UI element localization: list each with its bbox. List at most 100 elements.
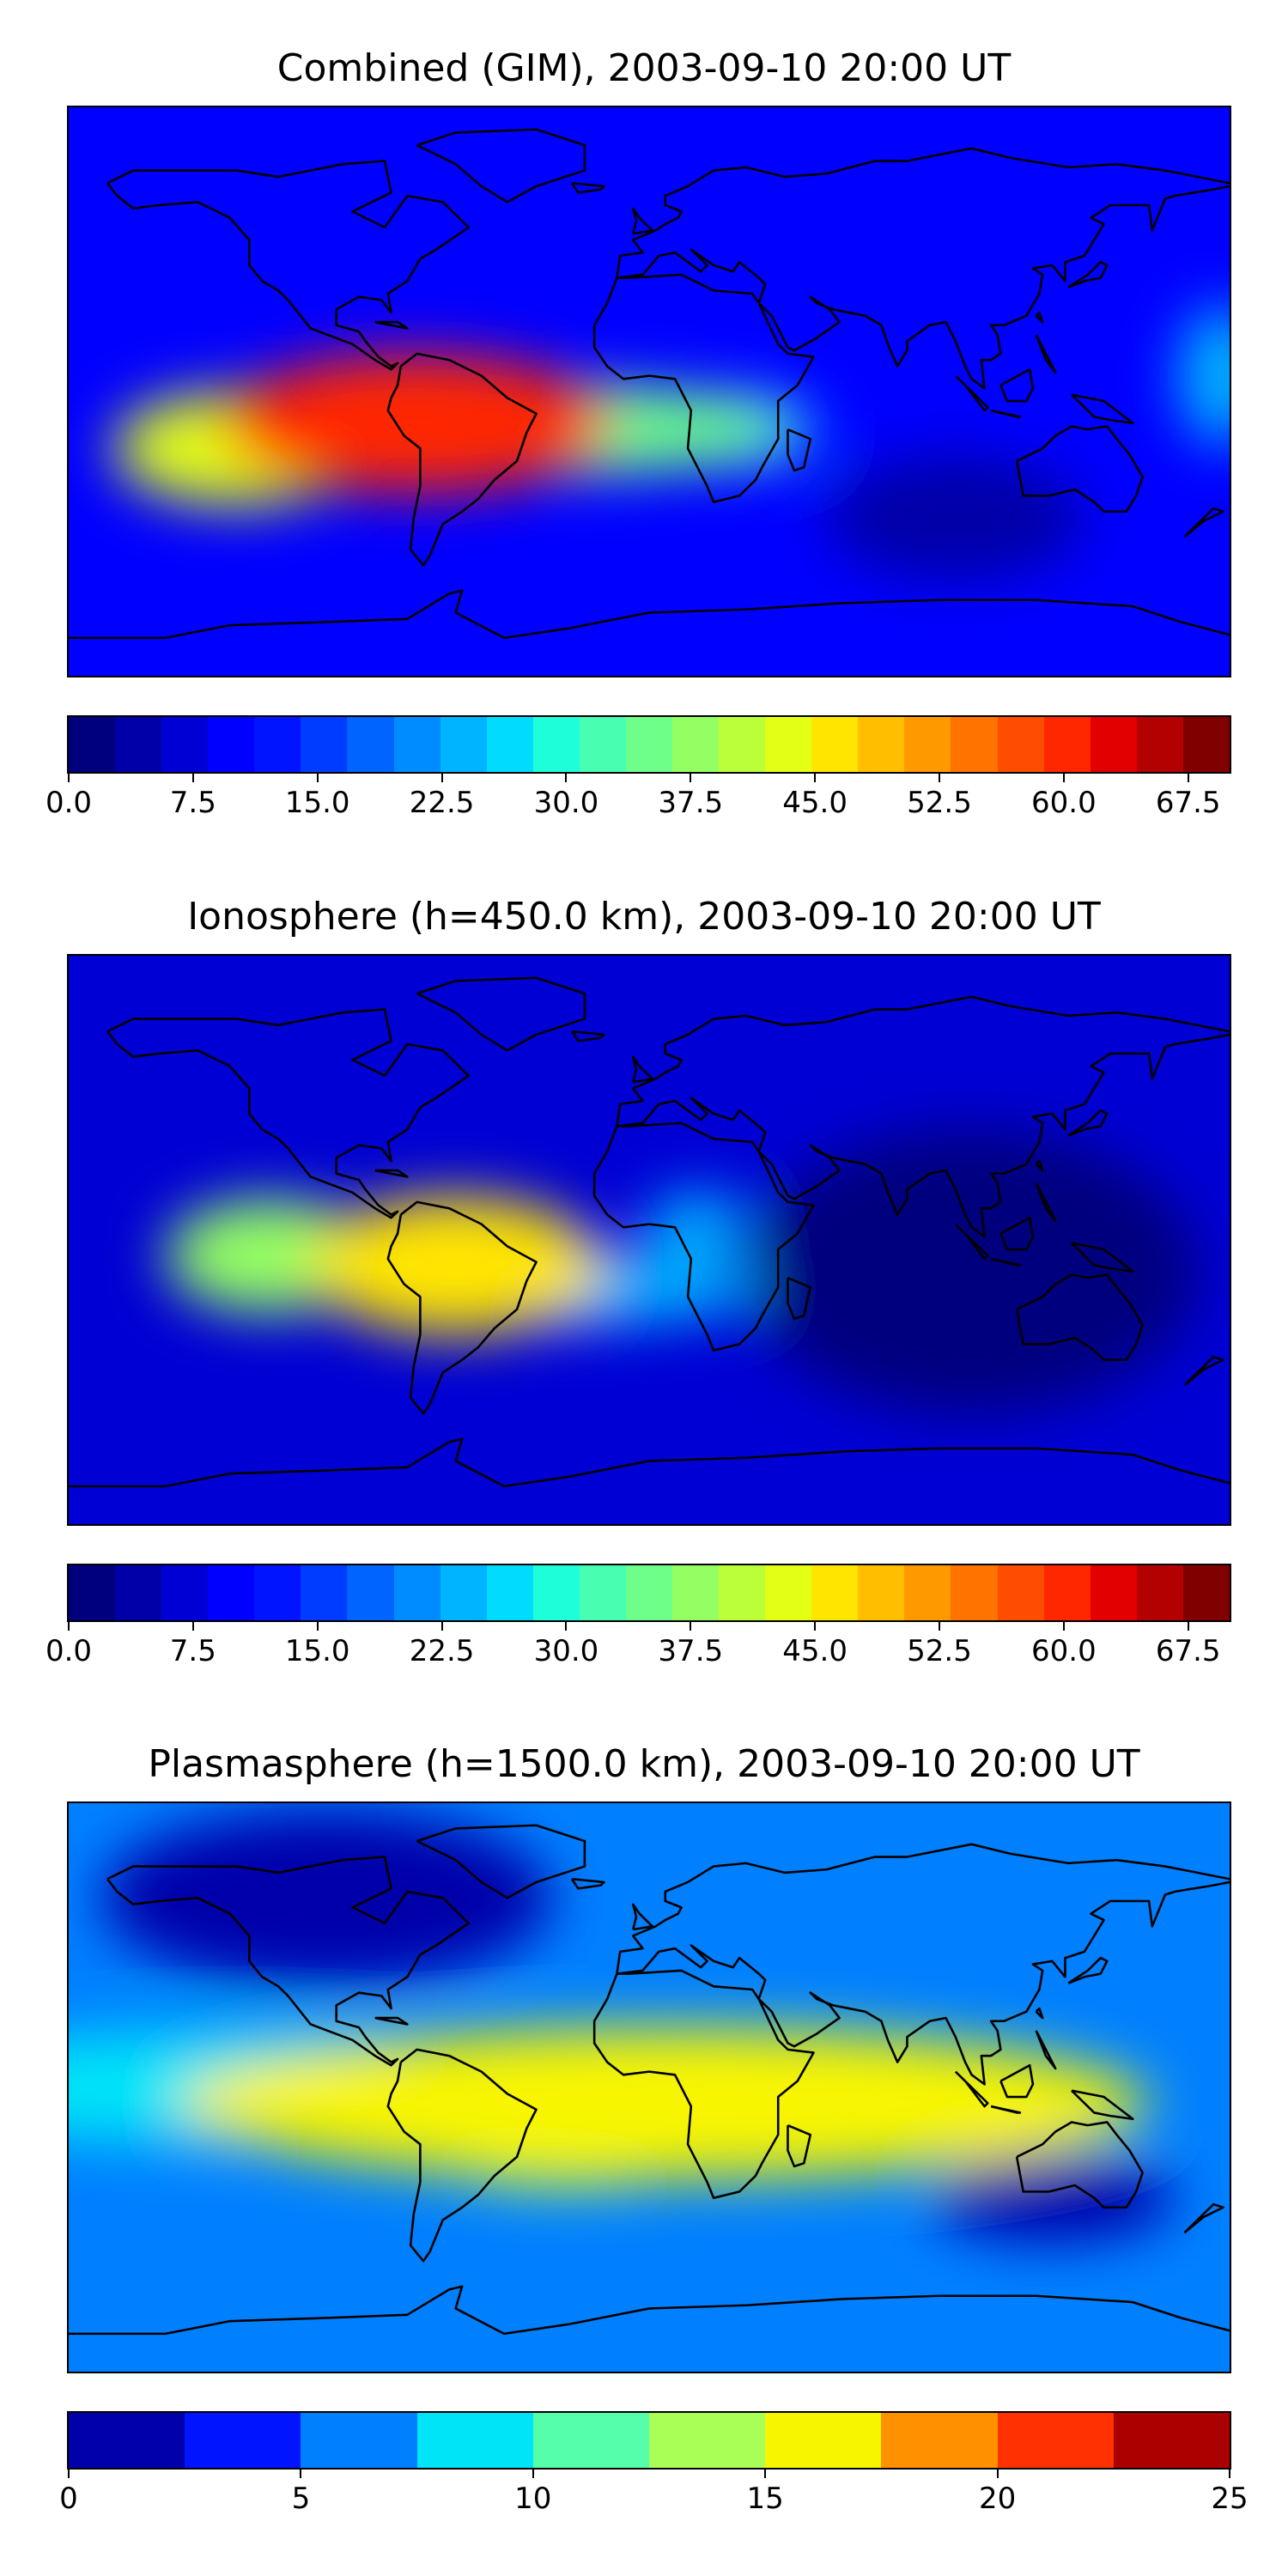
tick-label: 67.5: [1155, 1634, 1221, 1668]
coastline: [1071, 2089, 1134, 2121]
coastline: [787, 2123, 812, 2168]
coastline: [386, 352, 538, 567]
tick-mark: [565, 1620, 568, 1631]
coastline: [592, 273, 815, 504]
coastline: [954, 374, 989, 412]
colorbar-segment: [161, 717, 209, 772]
field-feature: [646, 1192, 750, 1256]
field-feature: [745, 1129, 1198, 1414]
tick-label: 37.5: [658, 1634, 724, 1668]
colorbar-segment: [347, 1565, 394, 1620]
tick-mark: [764, 2468, 767, 2478]
tick-label: 60.0: [1030, 1634, 1097, 1668]
colorbar-segment: [649, 2413, 766, 2468]
colorbar-segment: [997, 717, 1044, 772]
coastline: [954, 2070, 989, 2108]
coastline: [616, 1843, 1230, 1974]
coastline: [1067, 260, 1109, 289]
coastline: [954, 1223, 989, 1261]
coastline: [416, 1824, 586, 1899]
tec-field-svg: [69, 956, 1230, 1524]
chart-title: Ionosphere (h=450.0 km), 2003-09-10 20:0…: [187, 895, 1101, 939]
tick-label: 22.5: [409, 1634, 475, 1668]
tick-label: 60.0: [1030, 786, 1097, 820]
chart-title: Combined (GIM), 2003-09-10 20:00 UT: [276, 46, 1012, 90]
coastline: [999, 2063, 1035, 2099]
colorbar-segment: [393, 1565, 440, 1620]
field-feature: [310, 1195, 601, 1335]
coastline: [1183, 2202, 1224, 2234]
coastline: [616, 147, 1230, 278]
colorbar-segment: [416, 2413, 533, 2468]
colorbar: [67, 715, 1231, 774]
tick-mark: [690, 1620, 692, 1631]
tec-field-svg: [69, 107, 1230, 676]
coastline: [999, 1216, 1035, 1251]
colorbar-segment: [765, 1565, 812, 1620]
coastline: [592, 1969, 815, 2200]
tick-mark: [191, 1620, 194, 1631]
colorbar-segment: [811, 1565, 859, 1620]
coastline: [1035, 1159, 1044, 1172]
colorbar-segment: [951, 717, 998, 772]
tick-label: 22.5: [409, 786, 475, 820]
tick-label: 30.0: [533, 1634, 599, 1668]
colorbar-segment: [1136, 717, 1183, 772]
tick-mark: [1187, 1620, 1189, 1631]
tick-label: 45.0: [782, 1634, 848, 1668]
tick-label: 0.0: [45, 1634, 93, 1668]
coastline: [1071, 1242, 1134, 1273]
field-feature: [929, 2154, 1176, 2243]
colorbar-segment: [997, 1565, 1044, 1620]
tick-label: 52.5: [907, 786, 972, 820]
coastline: [592, 1121, 815, 1352]
coastline: [570, 1030, 605, 1042]
coastline: [631, 1903, 654, 1931]
chart-title: Plasmasphere (h=1500.0 km), 2003-09-10 2…: [148, 1742, 1140, 1786]
coastline: [106, 1856, 470, 2067]
coastline: [631, 207, 654, 235]
coastline: [69, 2285, 1230, 2336]
coastline: [69, 1437, 1230, 1488]
tick-mark: [440, 1620, 443, 1631]
colorbar-segment: [532, 1565, 580, 1620]
tec-field-svg: [69, 1803, 1230, 2372]
coastline: [617, 1033, 1230, 1238]
colorbar-segment: [161, 1565, 209, 1620]
tick-label: 20: [978, 2482, 1017, 2516]
coastline: [1035, 311, 1044, 324]
colorbar-segment: [672, 717, 720, 772]
colorbar-segment: [301, 2413, 417, 2468]
tick-label: 15.0: [284, 786, 350, 820]
tick-mark: [814, 772, 817, 782]
tec-map: [67, 1801, 1231, 2373]
field-feature: [826, 454, 1084, 581]
colorbar-segment: [69, 2413, 185, 2468]
tick-mark: [316, 1620, 319, 1631]
colorbar-segment: [440, 717, 487, 772]
tick-mark: [68, 2468, 70, 2478]
colorbar-segment: [301, 717, 348, 772]
colorbar-segment: [69, 717, 116, 772]
tick-label: 0: [59, 2482, 78, 2516]
coastline: [386, 1200, 538, 1415]
colorbar-segment: [486, 717, 533, 772]
coastlines: [69, 1824, 1230, 2336]
colorbar-segment: [765, 2413, 882, 2468]
field-feature: [100, 1809, 553, 1987]
coastline: [416, 976, 586, 1052]
tick-label: 37.5: [658, 786, 724, 820]
tick-label: 67.5: [1155, 786, 1221, 820]
colorbar-ticks: 0.0 7.5 15.0 22.5 30.0 37.5 45.0 52.5 60.0 67.5: [46, 772, 1231, 823]
coastlines: [69, 128, 1230, 640]
tick-mark: [316, 772, 319, 782]
tick-mark: [939, 1620, 940, 1631]
tick-mark: [1062, 772, 1065, 782]
colorbar-segment: [1090, 1565, 1137, 1620]
tick-mark: [1229, 2468, 1230, 2478]
colorbar-segment: [625, 717, 673, 772]
coastline: [374, 320, 409, 330]
coastline: [617, 185, 1230, 390]
field-feature: [1177, 306, 1230, 446]
tick-label: 25: [1211, 2482, 1249, 2516]
